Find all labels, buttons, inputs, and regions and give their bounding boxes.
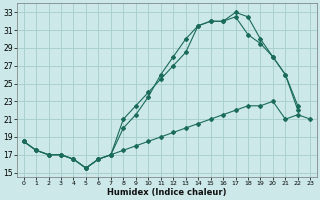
X-axis label: Humidex (Indice chaleur): Humidex (Indice chaleur) [107, 188, 227, 197]
